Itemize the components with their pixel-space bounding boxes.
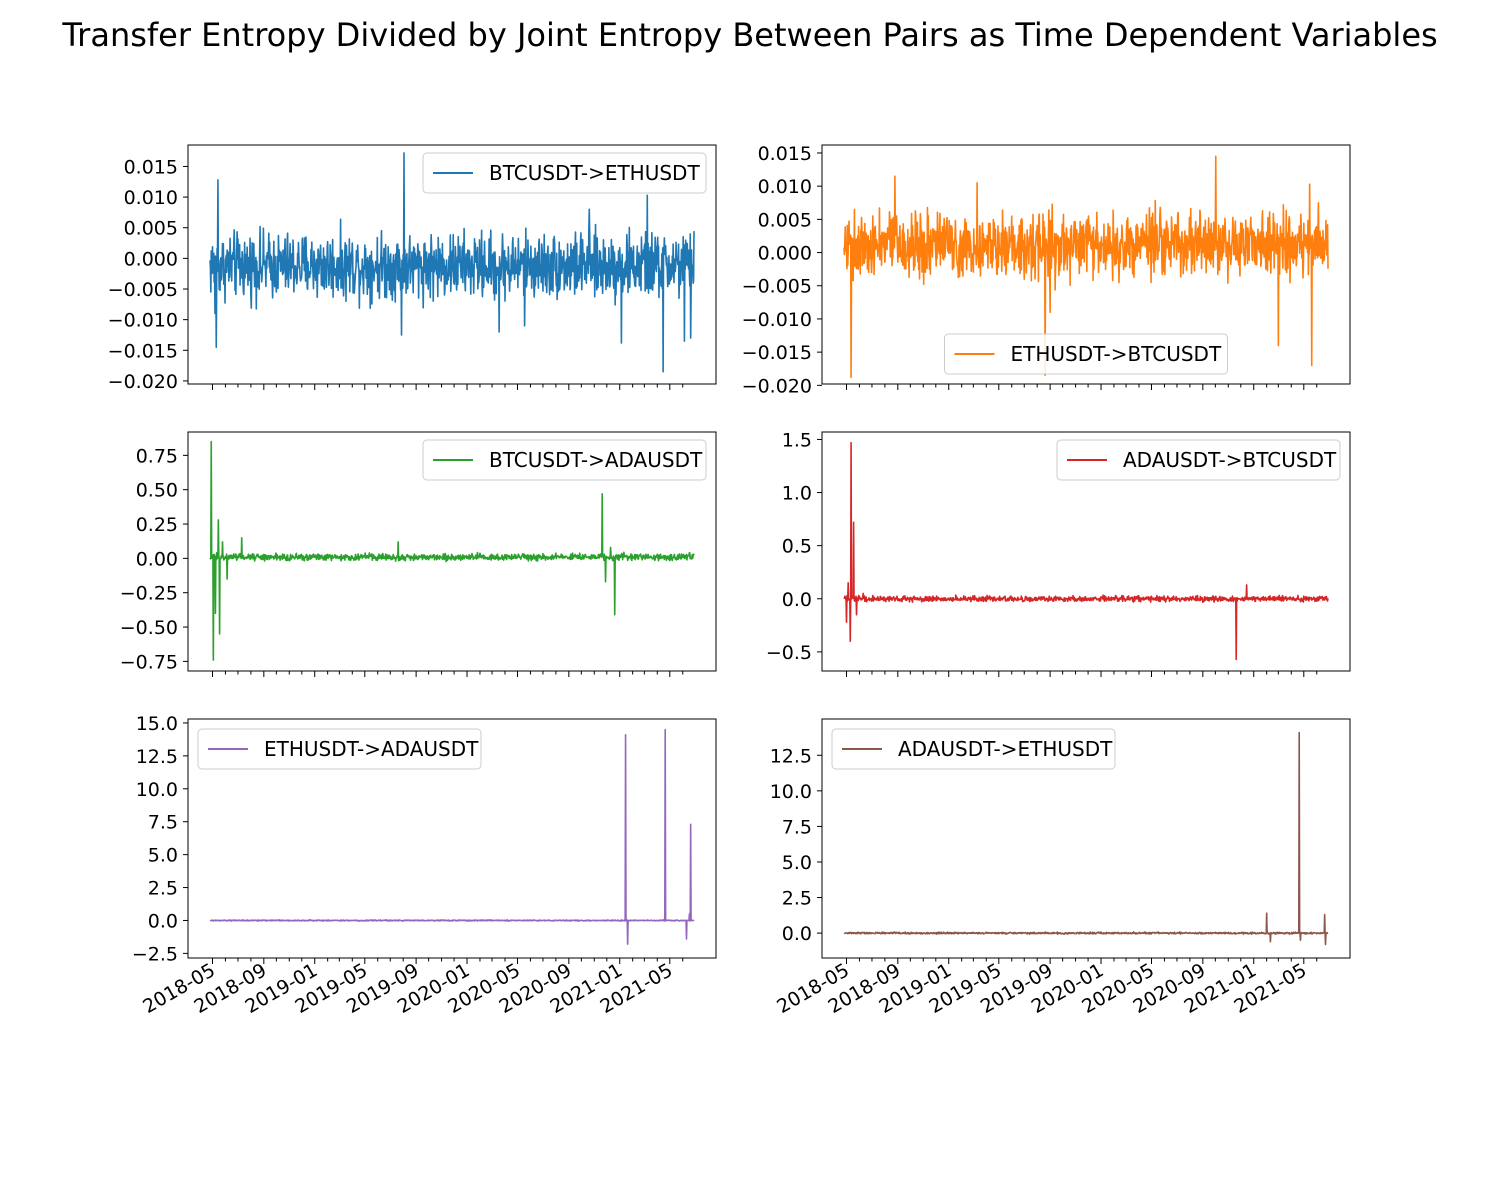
legend-label: ADAUSDT->ETHUSDT xyxy=(898,737,1113,761)
legend-box xyxy=(422,439,707,481)
y-tick-label: 0.000 xyxy=(124,248,178,270)
y-tick-label: −0.005 xyxy=(742,276,812,298)
y-tick-label: −0.25 xyxy=(120,583,178,605)
legend-box xyxy=(1056,439,1341,481)
y-tick-label: −0.015 xyxy=(742,342,812,364)
legend-label: ADAUSDT->BTCUSDT xyxy=(1123,448,1337,472)
y-tick-label: 0.0 xyxy=(782,923,812,945)
y-tick-label: −0.020 xyxy=(108,371,178,393)
y-tick-label: −0.75 xyxy=(120,651,178,673)
y-tick-label: −0.020 xyxy=(742,375,812,397)
subplot-2: 0.015 0.010 0.005 0.000 −0.005 −0.010 −0.015 −0… xyxy=(742,143,1351,397)
series-line xyxy=(209,728,695,945)
series-line xyxy=(209,152,695,373)
legend: ETHUSDT->BTCUSDT xyxy=(944,333,1228,375)
y-tick-label: 0.00 xyxy=(136,548,178,570)
legend-label: BTCUSDT->ETHUSDT xyxy=(489,161,700,185)
y-tick-label: −0.5 xyxy=(766,642,812,664)
subplot-6: 12.510.07.55.02.50.02018-052018-092019-0… xyxy=(770,718,1351,1018)
subplot-4: 1.5 1.0 0.5 0.0 −0.5 ADAUSDT->BTCUSDT xyxy=(766,429,1351,677)
axes-frame xyxy=(821,144,1351,385)
legend: BTCUSDT->ETHUSDT xyxy=(422,152,707,194)
y-tick-label: 5.0 xyxy=(782,852,812,874)
y-tick-label: 5.0 xyxy=(148,845,178,867)
legend-label: ETHUSDT->BTCUSDT xyxy=(1011,342,1222,366)
legend-box xyxy=(197,728,482,770)
y-tick-label: 1.0 xyxy=(782,483,812,505)
y-tick-label: 0.50 xyxy=(136,480,178,502)
y-tick-label: 0.000 xyxy=(758,243,812,265)
legend: BTCUSDT->ADAUSDT xyxy=(422,439,707,481)
y-tick-label: 0.0 xyxy=(782,589,812,611)
legend: ADAUSDT->BTCUSDT xyxy=(1056,439,1341,481)
subplot-1: 0.015 0.010 0.005 0.000 −0.005 −0.010 −0.015 −0… xyxy=(108,144,717,393)
y-tick-label: −0.005 xyxy=(108,279,178,301)
chart-suptitle: Transfer Entropy Divided by Joint Entrop… xyxy=(62,16,1438,54)
y-tick-label: 10.0 xyxy=(136,779,178,801)
y-tick-label: 12.5 xyxy=(136,746,178,768)
y-tick-label: 0.5 xyxy=(782,536,812,558)
axes-frame xyxy=(187,718,717,959)
y-tick-label: 7.5 xyxy=(782,816,812,838)
y-tick-label: 0.0 xyxy=(148,910,178,932)
y-tick-label: 12.5 xyxy=(770,745,812,767)
y-tick-label: 2.5 xyxy=(782,888,812,910)
y-tick-label: 0.010 xyxy=(758,176,812,198)
legend-label: BTCUSDT->ADAUSDT xyxy=(489,448,703,472)
y-tick-label: −2.5 xyxy=(132,943,178,965)
y-tick-label: 15.0 xyxy=(136,713,178,735)
axes-frame xyxy=(187,431,717,672)
series-line xyxy=(843,441,1329,661)
legend: ETHUSDT->ADAUSDT xyxy=(197,728,482,770)
y-tick-label: 7.5 xyxy=(148,812,178,834)
y-tick-label: 0.005 xyxy=(124,218,178,240)
y-tick-label: 0.75 xyxy=(136,445,178,467)
series-line xyxy=(843,731,1329,946)
legend-box xyxy=(944,333,1228,375)
legend-box xyxy=(422,152,707,194)
legend-box xyxy=(831,728,1116,770)
axes-frame xyxy=(187,144,717,385)
y-tick-label: −0.010 xyxy=(108,310,178,332)
series-line xyxy=(209,440,695,661)
y-tick-label: 0.25 xyxy=(136,514,178,536)
series-line xyxy=(843,155,1329,379)
y-tick-label: −0.50 xyxy=(120,617,178,639)
subplot-5: 15.012.510.07.55.02.50.0−2.52018-052018-… xyxy=(132,713,717,1018)
legend-label: ETHUSDT->ADAUSDT xyxy=(264,737,479,761)
y-tick-label: 0.015 xyxy=(758,143,812,165)
y-tick-label: 0.005 xyxy=(758,209,812,231)
y-tick-label: 0.010 xyxy=(124,187,178,209)
subplot-3: 0.75 0.50 0.25 0.00 −0.25 −0.50 −0.75 BTCUSDT->… xyxy=(120,431,717,677)
y-tick-label: 1.5 xyxy=(782,429,812,451)
axes-frame xyxy=(821,718,1351,959)
y-tick-label: −0.015 xyxy=(108,340,178,362)
y-tick-label: 2.5 xyxy=(148,878,178,900)
y-tick-label: 10.0 xyxy=(770,781,812,803)
y-tick-label: −0.010 xyxy=(742,309,812,331)
y-tick-label: 0.015 xyxy=(124,156,178,178)
axes-frame xyxy=(821,431,1351,672)
legend: ADAUSDT->ETHUSDT xyxy=(831,728,1116,770)
